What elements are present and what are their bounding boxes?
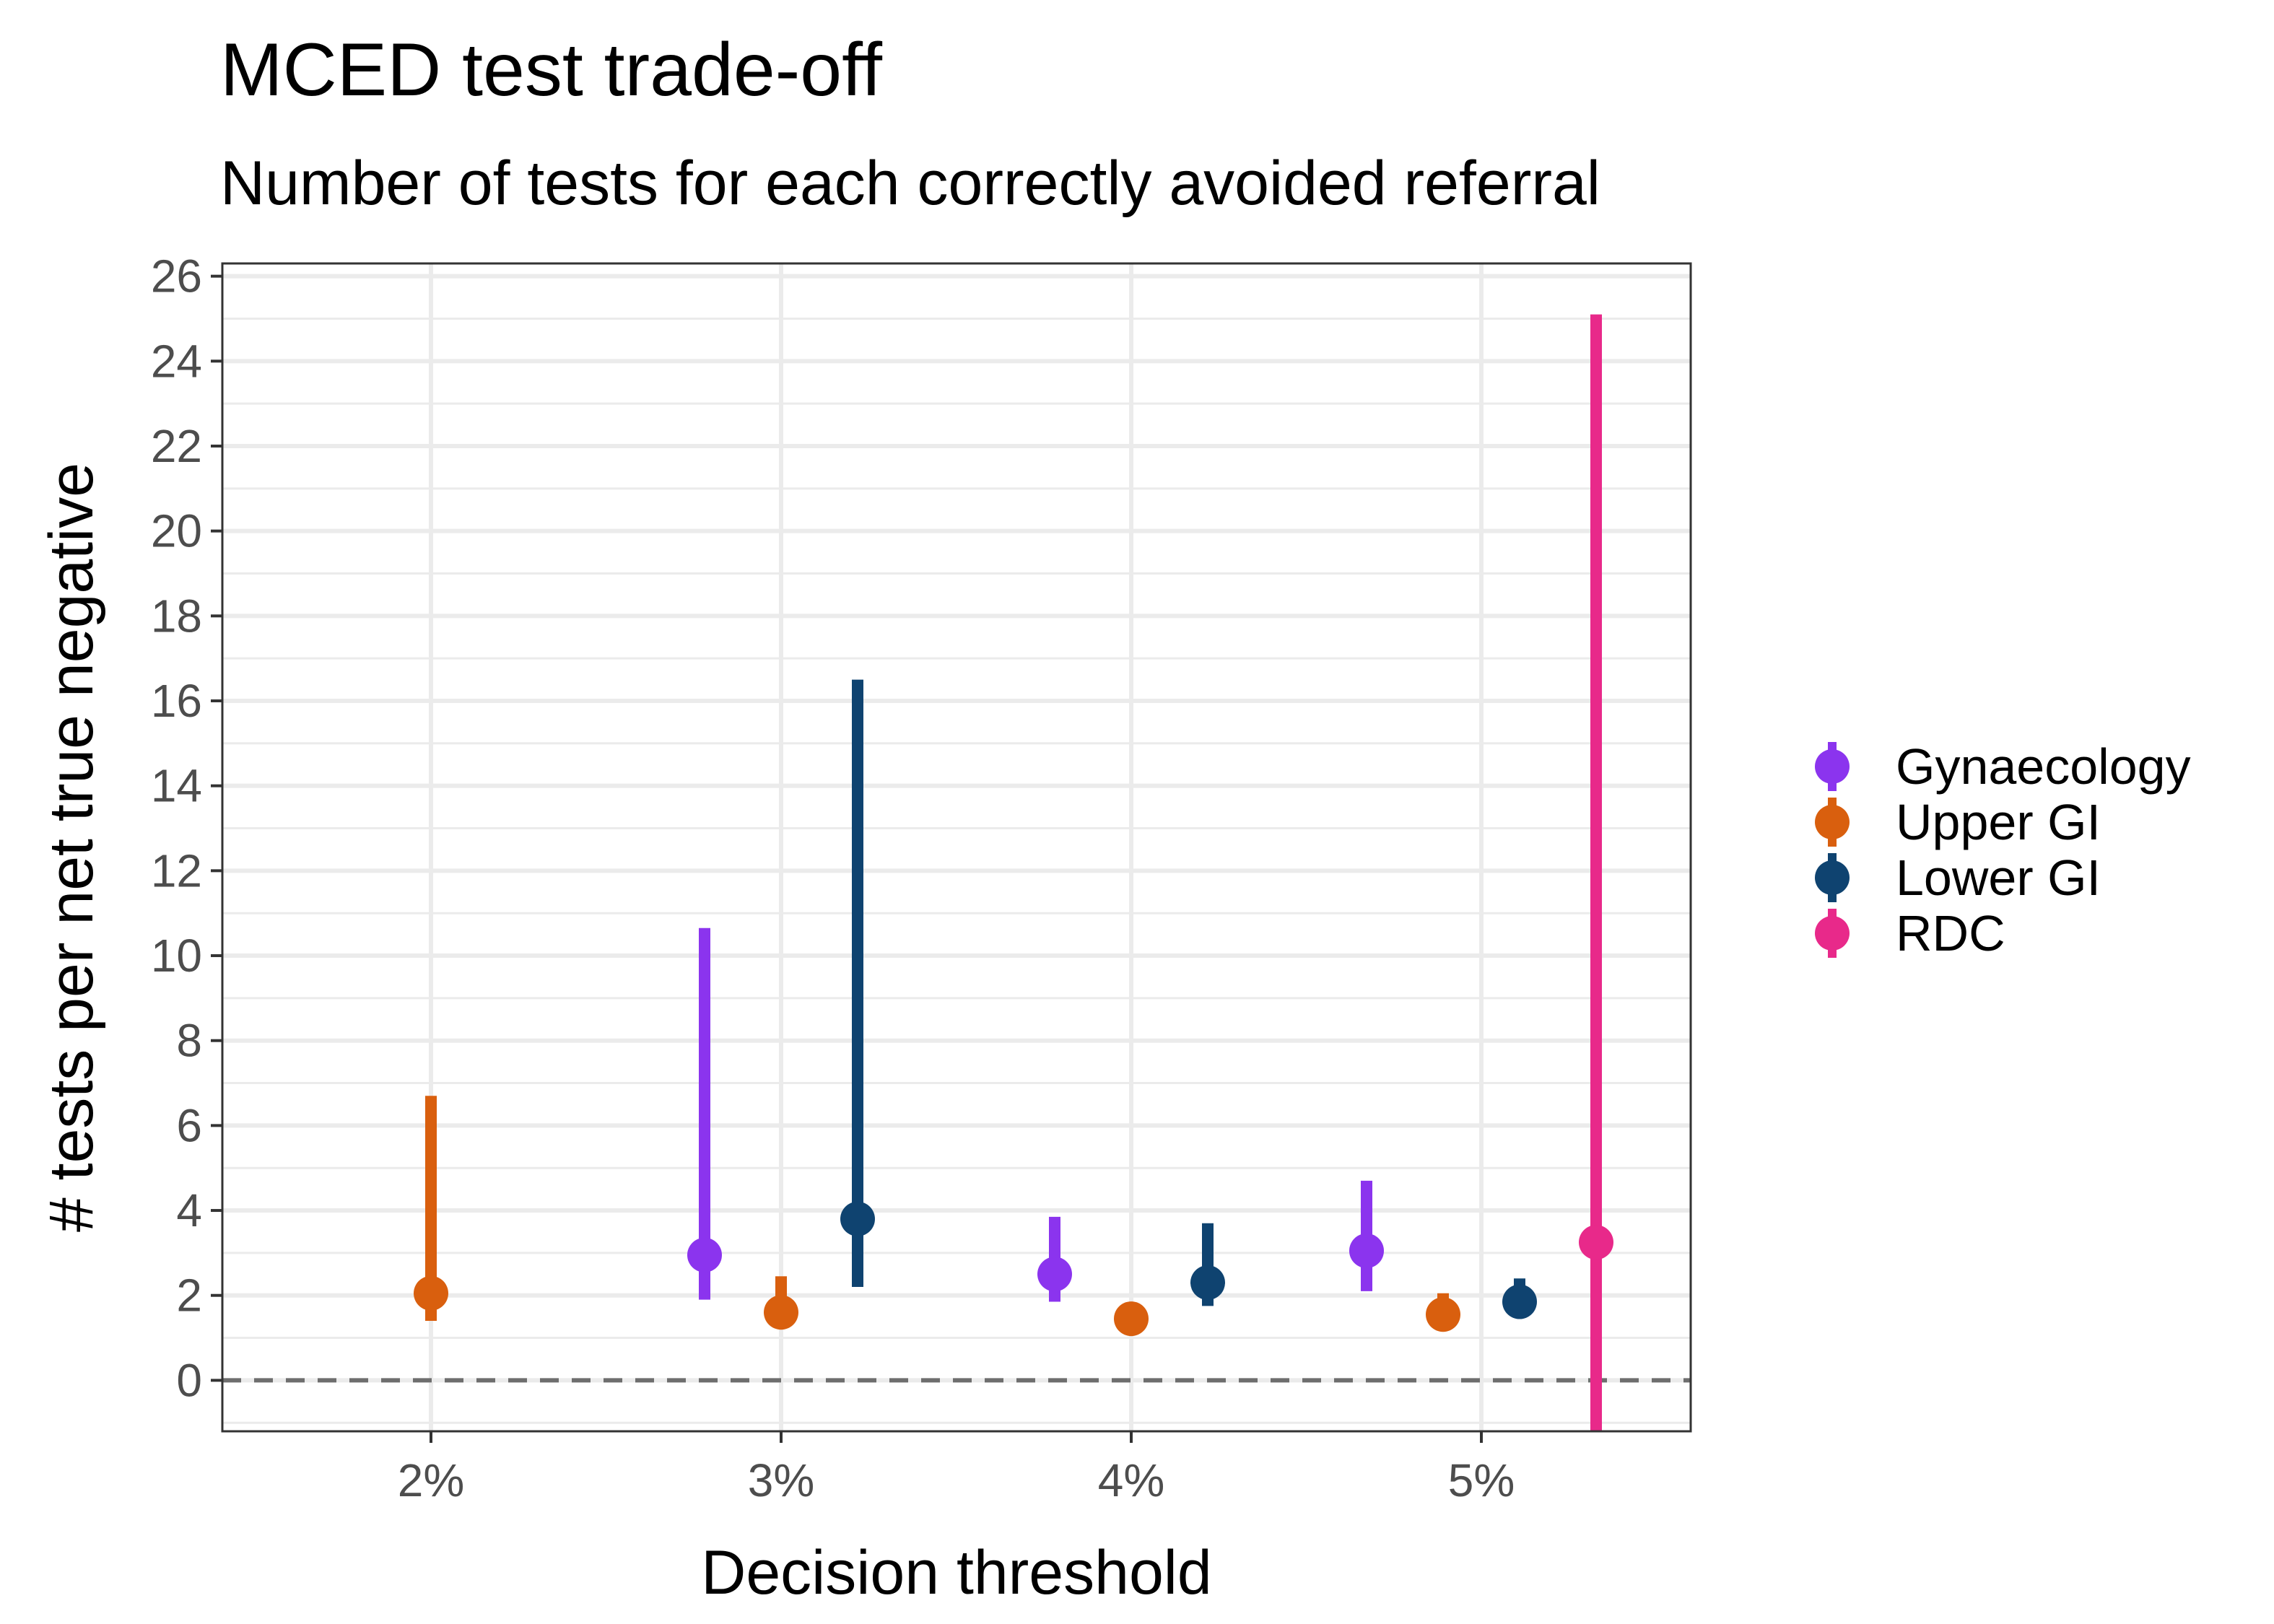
y-tick-label: 4 <box>176 1184 202 1236</box>
data-point <box>414 1275 448 1311</box>
y-tick-label: 22 <box>151 420 202 472</box>
y-tick-label: 2 <box>176 1270 202 1322</box>
legend-key-point <box>1815 916 1850 951</box>
x-tick-label: 2% <box>398 1454 465 1506</box>
y-tick-label: 8 <box>176 1015 202 1067</box>
data-point <box>840 1201 875 1236</box>
y-tick-label: 14 <box>151 760 202 812</box>
data-point <box>1502 1284 1537 1319</box>
plot-border <box>221 262 1692 1433</box>
y-tick-label: 24 <box>151 335 202 387</box>
y-tick-label: 18 <box>151 590 202 642</box>
x-axis-title: Decision threshold <box>701 1538 1211 1607</box>
legend-key-point <box>1815 860 1850 895</box>
y-tick-label: 0 <box>176 1354 202 1406</box>
y-tick-label: 20 <box>151 505 202 557</box>
x-tick-label: 3% <box>748 1454 815 1506</box>
y-tick-label: 16 <box>151 675 202 727</box>
legend-label: Lower GI <box>1896 850 2101 906</box>
data-point <box>1037 1257 1072 1292</box>
legend-label: Gynaecology <box>1896 738 2191 795</box>
data-point <box>1426 1297 1460 1332</box>
data-point <box>764 1295 798 1330</box>
legend-label: RDC <box>1896 905 2005 961</box>
y-tick-label: 26 <box>151 250 202 302</box>
y-tick-label: 12 <box>151 844 202 896</box>
chart-title: MCED test trade-off <box>220 28 883 112</box>
legend-key-point <box>1815 749 1850 784</box>
y-tick-label: 6 <box>176 1099 202 1151</box>
data-point <box>1579 1225 1613 1260</box>
x-tick-label: 5% <box>1448 1454 1515 1506</box>
plot-panel <box>222 263 1691 1431</box>
legend-key-point <box>1815 805 1850 839</box>
y-axis-title: # tests per net true negative <box>37 463 106 1232</box>
x-tick-label: 4% <box>1098 1454 1165 1506</box>
data-point <box>687 1237 722 1272</box>
y-tick-label: 10 <box>151 930 202 982</box>
data-point <box>1190 1265 1225 1301</box>
data-point <box>1349 1233 1384 1268</box>
legend-label: Upper GI <box>1896 794 2101 850</box>
chart-subtitle: Number of tests for each correctly avoid… <box>220 149 1600 218</box>
data-point <box>1114 1301 1149 1337</box>
